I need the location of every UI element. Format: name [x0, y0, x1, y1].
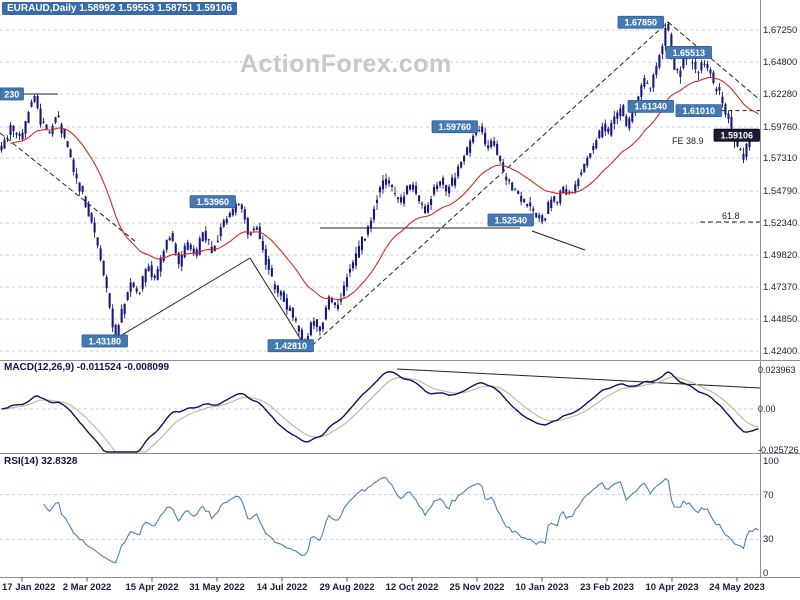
- trend-line: [0, 132, 137, 243]
- label-layer: 1.67850 1.65513 1.61340 1.61010 1.59760 1.539…: [0, 15, 760, 353]
- price-axis-label: 1.49820: [763, 250, 797, 261]
- macd-axis-label: 0.023963: [758, 365, 796, 375]
- rsi-panel-title: RSI(14) 32.8328: [4, 456, 78, 467]
- price-flag-label: 1.53960: [196, 197, 229, 207]
- price-axis-label: 1.42400: [763, 346, 797, 357]
- price-axis-label: 1.44850: [763, 314, 797, 325]
- price-axis-label: 1.67250: [763, 25, 797, 36]
- trend-line: [249, 257, 309, 352]
- price-flag-label: 1.61340: [634, 102, 667, 112]
- date-label: 23 Feb 2023: [580, 582, 634, 593]
- price-axis-label: 1.62280: [763, 89, 797, 100]
- date-label: 24 May 2023: [709, 582, 764, 593]
- trend-line: [305, 21, 669, 352]
- price-flag-label: 1.42810: [274, 341, 307, 351]
- price-axis-label: 1.52340: [763, 218, 797, 229]
- candle-bodies: [0, 24, 760, 343]
- price-flag-label: 230: [4, 89, 19, 99]
- macd-panel-title: MACD(12,26,9) -0.011524 -0.008099: [4, 362, 170, 373]
- price-flag: [81, 334, 128, 348]
- price-axis-label: 1.57310: [763, 153, 797, 164]
- price-flag: [267, 339, 314, 353]
- fib-label: 61.8: [722, 211, 740, 221]
- price-flag: [431, 120, 478, 134]
- price-flag: [713, 128, 760, 142]
- price-flag: [0, 87, 24, 101]
- fib-label: FE 38.9: [672, 136, 704, 146]
- moving-average-line: [10, 76, 759, 301]
- rsi-axis-label: 0: [763, 568, 768, 579]
- rsi-line: [43, 477, 759, 564]
- trend-line: [531, 230, 586, 251]
- price-flag-label: 1.65513: [672, 48, 705, 58]
- price-flag-label: 1.67850: [624, 18, 657, 28]
- price-flag-label: 1.43180: [88, 336, 121, 346]
- price-axis-label: 1.64800: [763, 57, 797, 68]
- macd-line: [1, 371, 759, 453]
- macd-signal-line: [1, 376, 759, 453]
- date-label: 10 Apr 2023: [646, 582, 699, 593]
- date-label: 14 Jul 2022: [257, 582, 308, 593]
- macd-axis-label: -0.025726: [758, 445, 799, 455]
- macd-trendline: [396, 368, 761, 389]
- date-label: 12 Oct 2022: [386, 582, 439, 593]
- date-label: 10 Jan 2023: [515, 582, 568, 593]
- trend-line: [111, 257, 251, 342]
- candlestick-layer: [0, 21, 760, 346]
- price-flag-label: 1.52540: [494, 215, 527, 225]
- price-flag: [627, 99, 674, 113]
- watermark: ActionForex.com: [240, 50, 452, 78]
- trend-line: [667, 21, 761, 101]
- price-axis-label: 1.59760: [763, 122, 797, 133]
- price-flag: [665, 46, 712, 59]
- price-axis-label: 1.54790: [763, 186, 797, 197]
- price-flag: [487, 213, 534, 227]
- indicator-layer: [1, 76, 759, 564]
- date-label: 17 Jan 2022: [2, 582, 55, 593]
- date-label: 25 Nov 2022: [450, 582, 505, 593]
- rsi-axis-label: 100: [763, 456, 779, 467]
- price-flag: [617, 15, 664, 29]
- price-flag: [675, 104, 722, 118]
- price-flag-label: 1.59106: [720, 131, 753, 141]
- rsi-axis-label: 30: [763, 534, 774, 545]
- date-label: 15 Apr 2022: [126, 582, 179, 593]
- date-label: 31 May 2022: [189, 582, 244, 593]
- trendline-layer: [0, 21, 761, 389]
- macd-axis-label: 0.00: [758, 404, 776, 414]
- date-label: 2 Mar 2022: [63, 582, 112, 593]
- price-flag: [189, 195, 236, 209]
- chart-title: EURAUD,Daily 1.58992 1.59553 1.58751 1.5…: [2, 2, 238, 15]
- candle-wicks: [1, 21, 759, 346]
- price-flag-label: 1.61010: [682, 106, 715, 116]
- rsi-axis-label: 70: [763, 490, 774, 501]
- price-axis-label: 1.47370: [763, 282, 797, 293]
- price-flag-label: 1.59760: [438, 122, 471, 132]
- date-label: 29 Aug 2022: [319, 582, 374, 593]
